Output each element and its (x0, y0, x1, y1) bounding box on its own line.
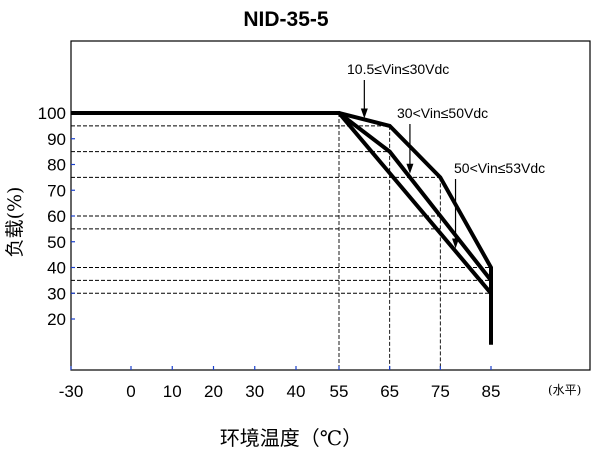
x-tick-label: 65 (380, 382, 399, 401)
series-layer (71, 111, 493, 345)
x-tick-label: 55 (330, 382, 349, 401)
y-axis-label: 负载(%) (4, 187, 26, 258)
annotation-label-1: 10.5≤Vin≤30Vdc (347, 61, 449, 77)
y-tick-label: 40 (47, 259, 66, 278)
annotation-arrow-2 (406, 163, 414, 174)
annotations: 10.5≤Vin≤30Vdc 30<Vin≤50Vdc 50<Vin≤53Vdc (347, 61, 545, 249)
x-axis-label: 环境温度（℃） (220, 426, 362, 450)
x-tick-label: -30 (59, 382, 84, 401)
y-tick-label: 90 (47, 130, 66, 149)
y-tick-label: 20 (47, 310, 66, 329)
x-tick-label: 30 (245, 382, 264, 401)
x-tick-label: 85 (482, 382, 501, 401)
annotation-arrow-1 (360, 108, 368, 119)
y-tick-label: 30 (47, 284, 66, 303)
chart-title: NID-35-5 (243, 8, 329, 31)
y-tick-label: 80 (47, 156, 66, 175)
annotation-label-3: 50<Vin≤53Vdc (454, 160, 545, 176)
reference-lines (71, 113, 491, 370)
x-tick-label: 40 (287, 382, 306, 401)
x-unit-label: (水平) (548, 383, 581, 397)
x-tick-label: 10 (163, 382, 182, 401)
y-tick-label: 70 (47, 181, 66, 200)
y-tick-label: 60 (47, 207, 66, 226)
series-line-3 (71, 111, 493, 295)
series-line-2 (71, 111, 493, 282)
plot-frame (70, 40, 591, 371)
y-tick-label: 100 (38, 104, 66, 123)
annotation-label-2: 30<Vin≤50Vdc (397, 105, 488, 121)
x-tick-label: 20 (204, 382, 223, 401)
y-tick-label: 50 (47, 233, 66, 252)
x-tick-label: 0 (126, 382, 135, 401)
axis-ticks: -30 0 10 20 30 40 55 65 75 85 100 90 80 70 60 50 40 30 20 (38, 104, 501, 401)
annotation-arrow-3 (452, 238, 460, 249)
x-tick-label: 75 (431, 382, 450, 401)
